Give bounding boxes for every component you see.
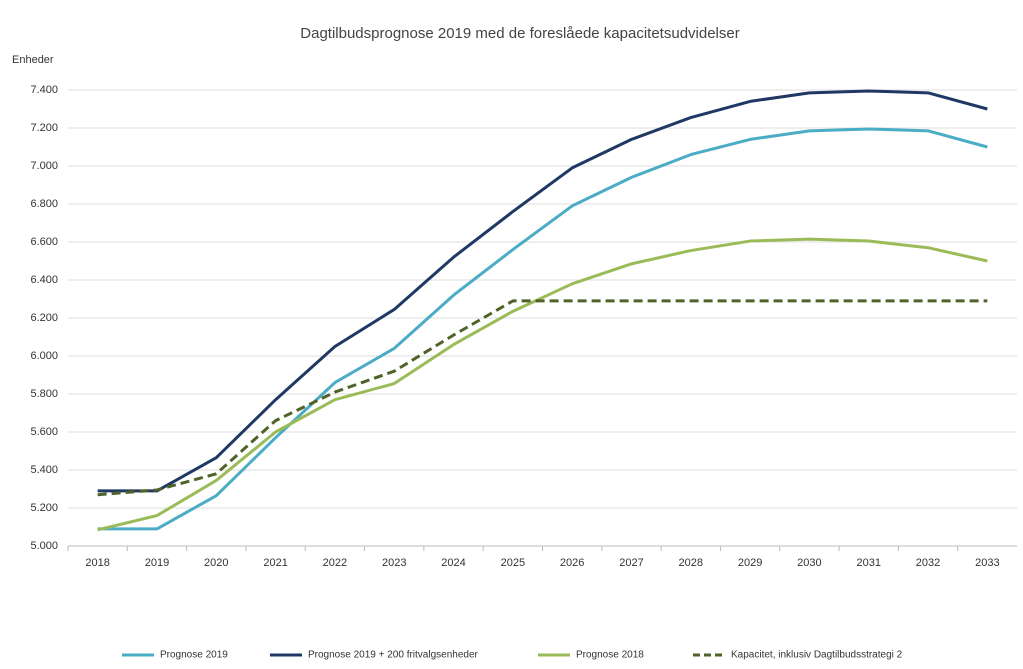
x-tick-label: 2018: [85, 557, 109, 569]
y-tick-label: 6.600: [30, 236, 58, 248]
x-tick-label: 2030: [797, 557, 821, 569]
y-tick-label: 6.400: [30, 274, 58, 286]
y-tick-label: 5.000: [30, 540, 58, 552]
x-tick-label: 2028: [679, 557, 703, 569]
y-tick-label: 6.800: [30, 198, 58, 210]
x-tick-label: 2022: [323, 557, 347, 569]
x-tick-label: 2027: [619, 557, 643, 569]
x-tick-label: 2024: [441, 557, 465, 569]
y-tick-label: 6.000: [30, 350, 58, 362]
x-tick-label: 2025: [501, 557, 525, 569]
line-series: [97, 89, 988, 493]
x-tick-label: 2020: [204, 557, 228, 569]
x-tick-label: 2029: [738, 557, 762, 569]
y-tick-label: 7.400: [30, 84, 58, 96]
x-tick-label: 2032: [916, 557, 940, 569]
legend-label: Prognose 2018: [576, 650, 644, 661]
y-tick-label: 5.400: [30, 464, 58, 476]
line-series: [97, 299, 988, 497]
x-tick-label: 2023: [382, 557, 406, 569]
y-tick-label: 6.200: [30, 312, 58, 324]
x-tick-label: 2033: [975, 557, 999, 569]
y-tick-label: 5.600: [30, 426, 58, 438]
y-tick-label: 5.800: [30, 388, 58, 400]
y-tick-label: 7.000: [30, 160, 58, 172]
legend-label: Prognose 2019: [160, 650, 228, 661]
y-tick-label: 7.200: [30, 122, 58, 134]
line-series: [97, 127, 988, 531]
x-tick-label: 2019: [145, 557, 169, 569]
x-tick-label: 2031: [856, 557, 880, 569]
x-tick-label: 2021: [263, 557, 287, 569]
y-tick-label: 5.200: [30, 502, 58, 514]
legend-label: Prognose 2019 + 200 fritvalgsenheder: [308, 650, 479, 661]
y-axis-label: Enheder: [12, 54, 54, 66]
legend-label: Kapacitet, inklusiv Dagtilbudsstrategi 2: [731, 650, 903, 661]
line-series: [97, 237, 988, 532]
chart-title: Dagtilbudsprognose 2019 med de foreslåed…: [300, 25, 739, 42]
x-tick-label: 2026: [560, 557, 584, 569]
